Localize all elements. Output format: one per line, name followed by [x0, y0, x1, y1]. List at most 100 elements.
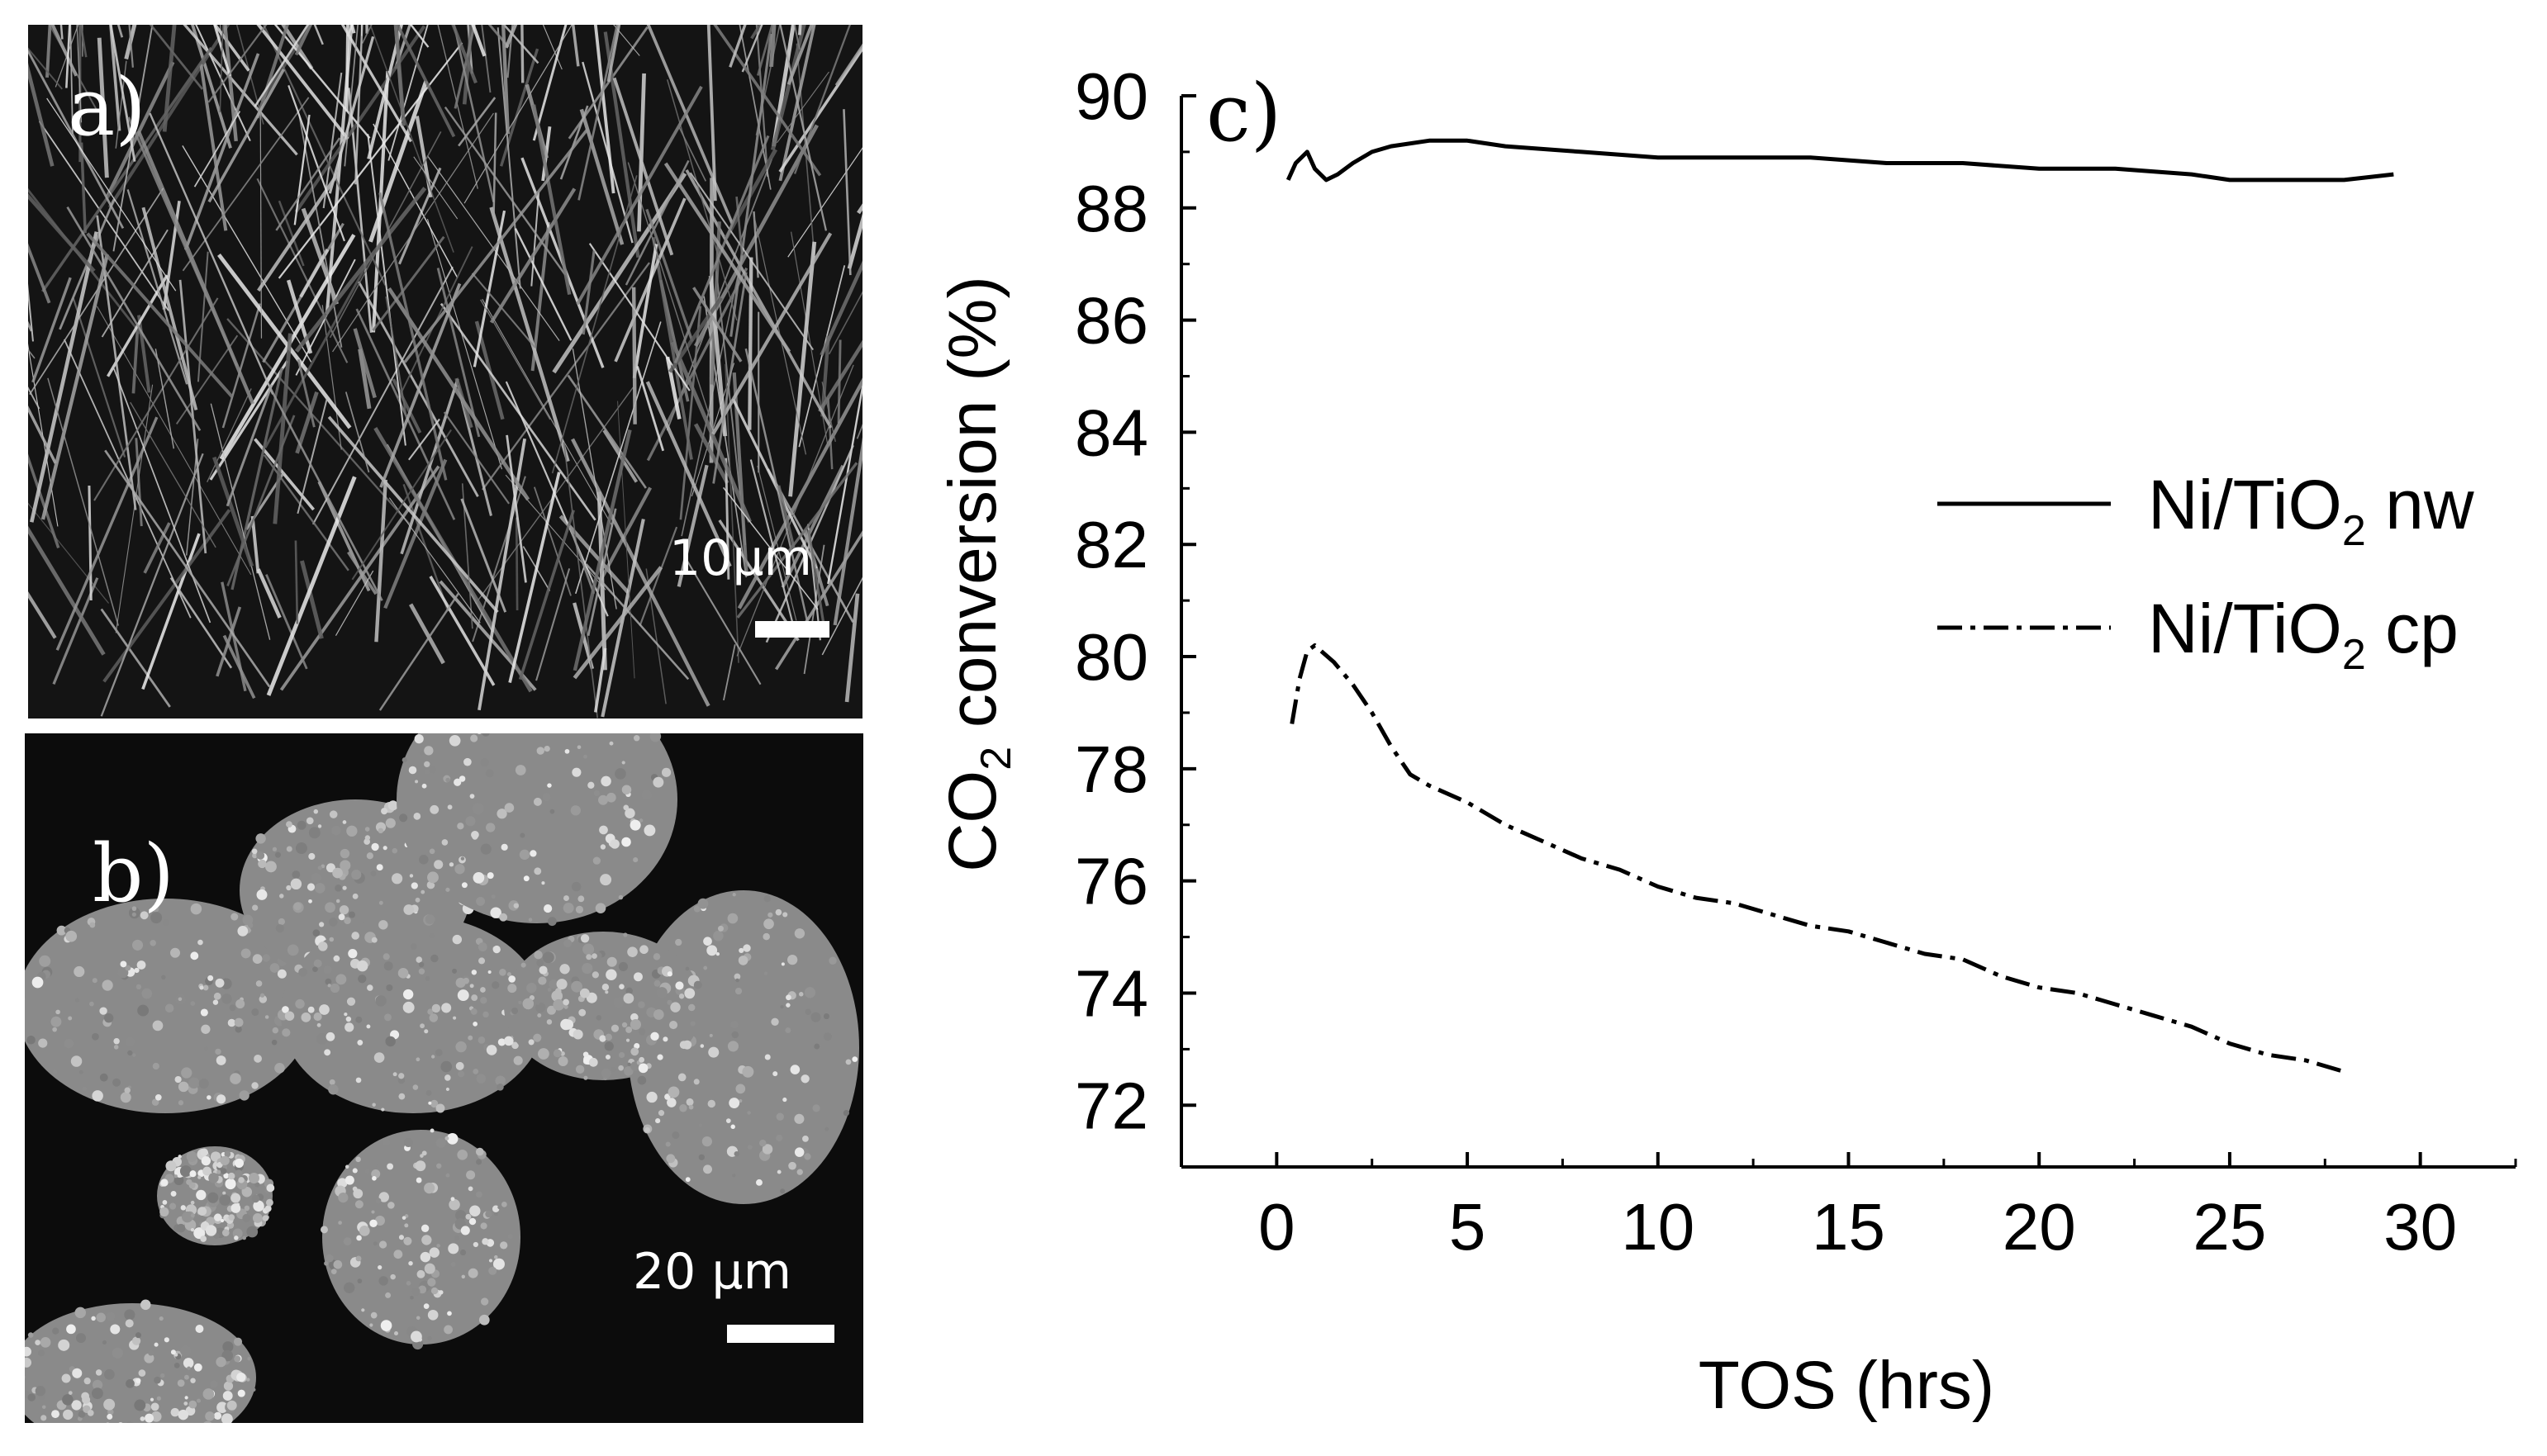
particle-grain [445, 1087, 449, 1092]
particle-grain [457, 989, 469, 1002]
particle-grain [42, 1405, 46, 1409]
particle-grain [577, 895, 585, 903]
particle-grain [207, 1192, 219, 1203]
particle-grain [102, 1340, 107, 1345]
particle-grain [763, 918, 774, 930]
particle-grain [134, 967, 140, 974]
nanowire-strand [46, 97, 177, 292]
nanowire-strand [508, 472, 561, 683]
particle-grain [411, 1287, 421, 1296]
particle-grain [234, 1355, 241, 1363]
particle-grain [415, 897, 421, 903]
particle-grain [445, 887, 450, 892]
nanowire-strand [210, 403, 271, 640]
particle-grain [135, 1332, 142, 1339]
nanowire-strand [460, 498, 507, 613]
particle-grain [254, 1054, 262, 1063]
particle-grain [378, 1265, 383, 1270]
nanowire-strand [311, 266, 454, 525]
particle-grain [272, 847, 278, 851]
particle-grain [504, 1036, 514, 1046]
particle-grain [454, 778, 462, 786]
particle-grain [343, 1237, 352, 1246]
particle-grain [698, 1123, 703, 1127]
particle-grain [471, 970, 478, 975]
particle-grain [411, 882, 418, 889]
particle-grain [781, 962, 785, 966]
particle-grain [55, 1009, 60, 1015]
particle-grain [234, 1017, 244, 1027]
particle-grain [71, 1400, 82, 1411]
nanowire-strand [191, 25, 232, 149]
nanowire-strand [843, 109, 852, 276]
particle-grain [134, 1399, 146, 1411]
nanowire-strand [436, 268, 481, 438]
nanowire-strand [793, 25, 851, 174]
particle-grain [595, 903, 606, 913]
nanowire-strand [408, 603, 445, 665]
particle-grain [476, 896, 486, 906]
nanowire-strand [279, 465, 440, 691]
particle-grain [384, 1013, 392, 1022]
particle-grain [221, 994, 232, 1004]
particle-grain [326, 863, 335, 873]
particle-grain [148, 1349, 154, 1356]
particle-grain [630, 819, 641, 831]
particle-grain [354, 1200, 364, 1209]
particle-grain [352, 1168, 358, 1174]
particle-grain [492, 1205, 500, 1213]
particle-grain [767, 912, 773, 918]
particle-grain [144, 1353, 154, 1364]
particle-grain [237, 926, 249, 937]
nanowire-strand [345, 25, 349, 111]
particle-grain [159, 1316, 164, 1321]
particle-grain [40, 1336, 51, 1348]
particle-grain [727, 913, 739, 924]
particle-grain [313, 959, 322, 968]
nanowire-strand [636, 366, 665, 452]
particle-grain [252, 852, 258, 859]
particle-grain [579, 988, 590, 998]
particle-grain [255, 980, 263, 987]
particle-grain [387, 800, 398, 811]
particle-grain [357, 1040, 364, 1046]
particle-grain [563, 998, 569, 1006]
particle-grain [476, 1074, 487, 1084]
particle-grain [423, 1303, 430, 1309]
particle-grain [324, 1049, 331, 1056]
particle-grain [380, 1320, 392, 1331]
particle-grain [378, 828, 384, 834]
particle-grain [431, 1003, 441, 1013]
particle-grain [351, 932, 359, 940]
particle-grain [409, 874, 414, 878]
particle-grain [38, 1038, 48, 1048]
nanowire-strand [127, 116, 238, 367]
particle-grain [242, 1235, 247, 1240]
particle-grain [487, 970, 492, 975]
nanowire-strand [28, 525, 106, 656]
nanowire-strand [691, 363, 735, 497]
particle-grain [578, 1008, 587, 1017]
particle-grain [522, 998, 535, 1010]
nanowire-strand [458, 97, 497, 147]
particle-grain [361, 1308, 365, 1312]
particle-grain [399, 813, 408, 823]
particle-grain [236, 1372, 246, 1382]
particle-grain [668, 1086, 680, 1098]
particle-grain [154, 1342, 159, 1347]
particle-grain [563, 1019, 573, 1030]
nanowire-strand [112, 25, 154, 252]
particle-grain [37, 1349, 45, 1357]
nanowire-strand [115, 60, 127, 149]
particle-grain [668, 1020, 678, 1030]
y-tick-label: 88 [1075, 172, 1148, 245]
nanowire-strand [137, 315, 151, 393]
particle-grain [223, 1173, 230, 1179]
particle-grain [378, 1240, 387, 1249]
nanowire-strand [340, 25, 412, 143]
particle-grain [441, 839, 449, 846]
particle-grain [370, 1311, 378, 1319]
nanowire-strand [79, 142, 87, 234]
panel-a-scale-text: 10µm [669, 529, 812, 587]
particle-grain [480, 758, 489, 767]
